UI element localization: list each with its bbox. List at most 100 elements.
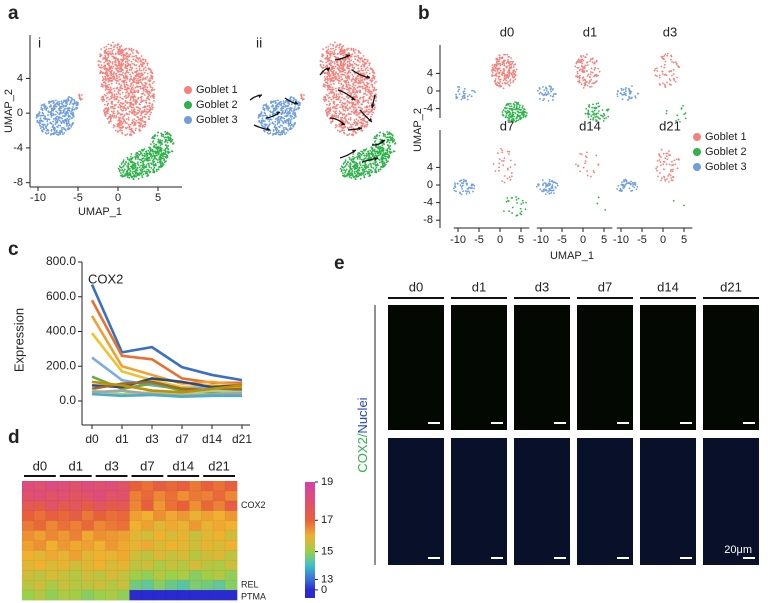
cluster-dot xyxy=(116,112,119,115)
cluster-dot xyxy=(331,52,334,55)
cluster-dot xyxy=(124,48,126,51)
cluster-dot xyxy=(60,100,63,103)
cluster-dot xyxy=(140,60,143,63)
cluster-dot xyxy=(363,92,365,95)
timepoint-label: d1 xyxy=(583,24,597,39)
cluster-dot xyxy=(605,109,608,111)
cluster-dot xyxy=(338,69,340,71)
cluster-dot xyxy=(130,50,133,53)
cluster-dot xyxy=(680,107,683,109)
cluster-dot xyxy=(105,68,108,70)
cluster-dot xyxy=(385,141,388,144)
cluster-dot xyxy=(109,115,112,117)
cluster-dot xyxy=(134,153,137,156)
cluster-dot xyxy=(118,64,120,67)
cluster-dot xyxy=(137,82,140,85)
cluster-dot xyxy=(120,62,123,65)
cluster-dot xyxy=(326,73,329,75)
cluster-dot xyxy=(122,57,125,60)
cluster-dot xyxy=(322,48,324,51)
cluster-dot xyxy=(352,47,355,50)
cluster-dot xyxy=(338,87,340,90)
cluster-dot xyxy=(466,98,469,101)
cluster-dot xyxy=(370,102,373,105)
cluster-dot xyxy=(462,190,465,193)
cluster-dot xyxy=(334,41,336,44)
cluster-dot xyxy=(138,85,141,88)
cluster-dot xyxy=(364,58,366,61)
cluster-dot xyxy=(585,80,588,83)
cluster-dot xyxy=(142,161,145,164)
cluster-dot xyxy=(462,182,464,185)
cluster-dot xyxy=(368,62,371,65)
cluster-dot xyxy=(157,147,159,150)
cluster-dot xyxy=(107,88,110,91)
cluster-dot xyxy=(151,94,153,97)
cluster-dot xyxy=(458,88,460,91)
cluster-dot xyxy=(57,124,60,127)
cluster-dot xyxy=(285,131,288,134)
cluster-dot xyxy=(138,166,141,169)
cluster-dot xyxy=(42,114,45,117)
cluster-dot xyxy=(141,61,144,64)
cluster-dot xyxy=(334,53,336,55)
cluster-dot xyxy=(52,125,54,128)
cluster-dot xyxy=(594,66,597,69)
cluster-dot xyxy=(331,71,334,74)
cluster-dot xyxy=(135,100,138,103)
cluster-dot xyxy=(505,77,507,80)
cluster-dot xyxy=(551,88,554,91)
cluster-dot xyxy=(340,61,343,64)
cluster-dot xyxy=(512,66,515,69)
cluster-dot xyxy=(135,119,138,122)
cluster-dot xyxy=(123,95,126,98)
cluster-dot xyxy=(100,48,102,51)
cluster-dot xyxy=(581,68,584,71)
cluster-dot xyxy=(69,102,72,104)
cluster-dot xyxy=(492,74,494,77)
cluster-dot xyxy=(677,64,679,67)
cluster-dot xyxy=(345,174,348,177)
cluster-dot xyxy=(126,126,129,129)
cluster-dot xyxy=(597,67,600,70)
cluster-dot xyxy=(157,138,160,141)
cluster-dot xyxy=(516,115,519,117)
cluster-dot xyxy=(336,129,339,132)
cluster-dot xyxy=(119,117,122,119)
cluster-dot xyxy=(342,44,345,47)
cluster-dot xyxy=(325,98,328,101)
cluster-dot xyxy=(39,114,42,117)
cluster-dot xyxy=(453,187,455,190)
cluster-dot xyxy=(262,119,265,122)
cluster-dot xyxy=(114,53,117,56)
cluster-dot xyxy=(377,168,380,171)
cluster-dot xyxy=(354,103,357,105)
cluster-dot xyxy=(329,74,332,77)
cluster-dot xyxy=(130,69,133,71)
cluster-dot xyxy=(378,134,381,137)
cluster-dot xyxy=(347,97,350,100)
cluster-dot xyxy=(46,123,49,126)
cluster-dot xyxy=(585,107,588,110)
cluster-dot xyxy=(130,83,132,85)
cluster-dot xyxy=(148,146,151,149)
cluster-dot xyxy=(107,50,109,53)
cluster-dot xyxy=(132,88,135,90)
cluster-dot xyxy=(140,97,143,99)
cluster-dot xyxy=(277,133,280,136)
cluster-dot xyxy=(122,106,124,109)
cluster-dot xyxy=(270,118,273,121)
cluster-dot xyxy=(520,117,523,119)
cluster-dot xyxy=(112,87,115,90)
cluster-dot xyxy=(350,59,353,62)
cluster-dot xyxy=(349,123,352,126)
cluster-dot xyxy=(148,102,151,105)
cluster-dot xyxy=(119,172,122,175)
cluster-dot xyxy=(544,92,547,94)
cluster-dot xyxy=(353,122,356,125)
cluster-dot xyxy=(370,166,373,169)
cluster-dot xyxy=(100,98,103,101)
cluster-dot xyxy=(163,161,166,164)
cluster-dot xyxy=(129,85,132,88)
cluster-dot xyxy=(331,50,334,53)
